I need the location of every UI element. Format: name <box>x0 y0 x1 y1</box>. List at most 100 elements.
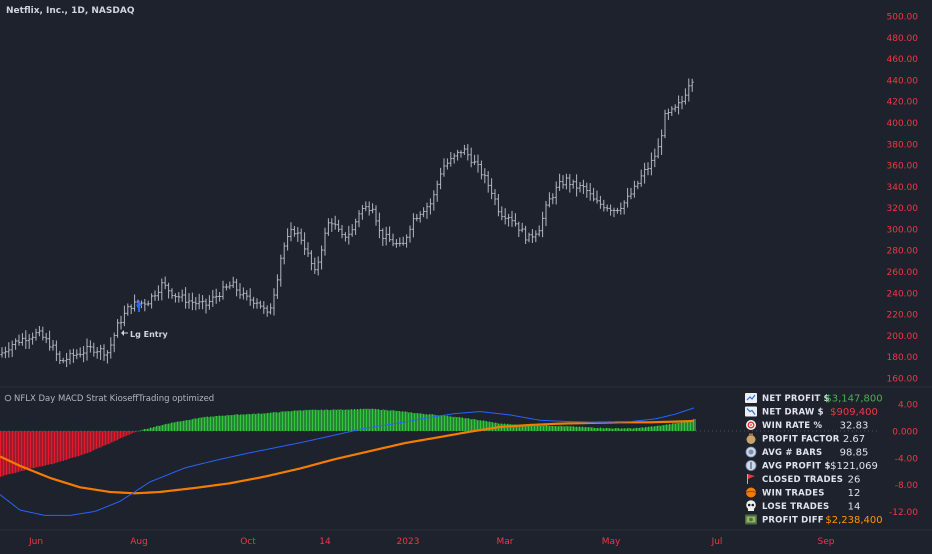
histogram-bar <box>436 415 438 431</box>
histogram-bar <box>238 414 240 431</box>
histogram-bar <box>148 428 150 431</box>
histogram-bar <box>370 408 372 431</box>
ohlc-bar <box>211 289 215 307</box>
histogram-bar <box>247 414 249 431</box>
histogram-bar <box>12 431 14 474</box>
histogram-bar <box>487 421 489 431</box>
histogram-bar <box>532 425 534 431</box>
histogram-bar <box>337 409 339 431</box>
stat-row: CLOSED TRADES 26 <box>747 474 860 486</box>
histogram-bar <box>598 428 600 431</box>
ohlc-bar <box>173 293 177 303</box>
histogram-bar <box>67 431 69 459</box>
ohlc-bar <box>126 303 130 316</box>
histogram-bar <box>9 431 11 474</box>
histogram-bar <box>42 431 44 467</box>
histogram-bar <box>246 414 248 431</box>
histogram-bar <box>268 413 270 431</box>
ohlc-bar <box>201 295 205 310</box>
ohlc-bar <box>411 213 415 238</box>
histogram-bar <box>16 431 18 473</box>
histogram-bar <box>399 411 401 431</box>
histogram-bar <box>585 427 587 431</box>
ohlc-bar <box>150 293 154 309</box>
histogram-bar <box>129 431 131 435</box>
histogram-bar <box>124 431 126 437</box>
histogram-bar <box>322 410 324 431</box>
histogram-bar <box>642 427 644 431</box>
ohlc-bar <box>58 351 62 365</box>
stat-value: $121,069 <box>830 461 878 472</box>
histogram-bar <box>10 431 12 474</box>
ohlc-bar <box>646 162 650 176</box>
time-tick-label: 14 <box>319 537 331 547</box>
histogram-bar <box>198 417 200 431</box>
price-axis[interactable]: 500.00 480.00 460.00 440.00 420.00 400.00 380.… <box>887 13 919 385</box>
histogram-bar <box>409 412 411 431</box>
histogram-bar <box>66 431 68 460</box>
histogram-bar <box>411 412 413 431</box>
ohlc-bar <box>357 210 361 228</box>
histogram-bar <box>543 425 545 431</box>
histogram-bar <box>576 426 578 431</box>
histogram-bar <box>510 424 512 431</box>
histogram-bar <box>657 425 659 431</box>
stat-value: $909,400 <box>830 407 878 418</box>
histogram-bar <box>331 409 333 431</box>
ohlc-bar <box>235 278 239 297</box>
histogram-bar <box>288 411 290 431</box>
ohlc-bar <box>177 292 181 303</box>
ohlc-bar <box>337 219 341 232</box>
histogram-bar <box>420 413 422 431</box>
histogram-bar <box>651 426 653 431</box>
time-tick-label: 2023 <box>397 537 420 547</box>
ohlc-bar <box>564 173 568 190</box>
histogram-bar <box>43 431 45 467</box>
histogram-bar <box>166 423 168 431</box>
macd-axis[interactable]: 4.00 0.000 -4.00 -8.00 -12.00 <box>889 401 918 518</box>
histogram-bar <box>360 408 362 431</box>
histogram-bar <box>340 409 342 431</box>
money-icon <box>745 514 757 525</box>
ohlc-bar <box>99 344 103 360</box>
histogram-bar <box>336 409 338 431</box>
histogram-bar <box>177 421 179 431</box>
entry-arrow-up <box>136 300 142 306</box>
macd-lines <box>0 407 695 516</box>
histogram-bar <box>382 409 384 431</box>
histogram-bar <box>306 410 308 431</box>
histogram-bar <box>477 420 479 431</box>
ohlc-bar <box>473 154 477 166</box>
histogram-bar <box>0 431 2 477</box>
histogram-bar <box>508 423 510 431</box>
histogram-bar <box>445 416 447 431</box>
histogram-bar <box>628 427 630 431</box>
stat-label: NET PROFIT $ <box>762 394 830 404</box>
histogram-bar <box>394 410 396 431</box>
ohlc-bar <box>34 328 38 341</box>
histogram-bar <box>228 415 230 431</box>
histogram-bar <box>261 413 263 431</box>
histogram-bar <box>361 409 363 431</box>
histogram-bar <box>537 425 539 431</box>
time-axis[interactable]: Jun Aug Oct 14 2023 Mar May Jul Sep <box>28 537 835 547</box>
ohlc-bar <box>408 225 412 243</box>
histogram-bar <box>22 431 24 471</box>
histogram-bar <box>369 409 371 431</box>
ohlc-bar <box>343 232 347 242</box>
histogram-bar <box>171 422 173 431</box>
ohlc-bar <box>622 200 626 215</box>
ohlc-bar <box>75 349 79 360</box>
histogram-bar <box>646 427 648 431</box>
histogram-bar <box>456 417 458 431</box>
ohlc-bar <box>37 325 41 337</box>
histogram-bar <box>465 418 467 431</box>
histogram-bar <box>588 427 590 431</box>
ohlc-bar <box>167 282 171 299</box>
ohlc-bar <box>0 347 4 358</box>
histogram-bar <box>156 425 158 431</box>
histogram-bar <box>324 409 326 431</box>
histogram-bar <box>126 431 128 436</box>
histogram-bar <box>555 426 557 431</box>
